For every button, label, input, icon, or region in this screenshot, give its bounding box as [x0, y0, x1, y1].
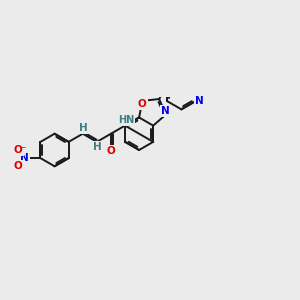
Text: O: O — [106, 146, 115, 156]
Text: N: N — [20, 153, 29, 163]
Text: O: O — [138, 99, 147, 109]
Text: H: H — [79, 123, 88, 134]
Text: −: − — [20, 143, 26, 152]
Text: N: N — [195, 96, 204, 106]
Text: O: O — [14, 161, 23, 171]
Text: N: N — [161, 106, 170, 116]
Text: HN: HN — [118, 115, 134, 125]
Text: O: O — [14, 145, 23, 155]
Text: H: H — [93, 142, 102, 152]
